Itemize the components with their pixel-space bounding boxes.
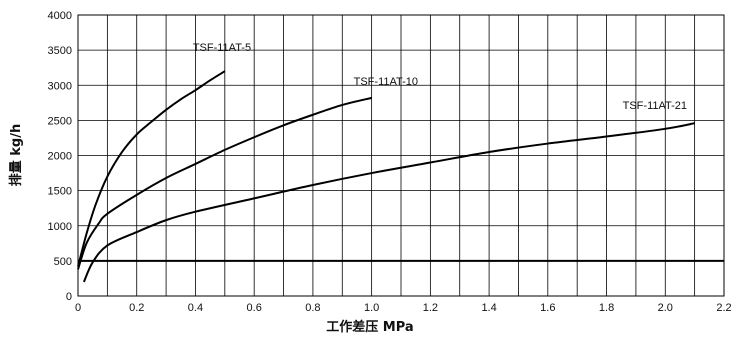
x-tick-label: 0.2: [129, 302, 144, 314]
x-tick-labels: 0 0.2 0.4 0.6 0.8 1.0 1.2 1.4 1.6 1.8 2.0 2.2: [75, 302, 732, 314]
y-tick-label: 1000: [48, 221, 72, 233]
y-tick-label: 500: [54, 256, 72, 268]
x-tick-label: 1.6: [540, 302, 555, 314]
x-tick-label: 1.4: [481, 302, 496, 314]
x-tick-label: 0.6: [247, 302, 262, 314]
y-tick-label: 2000: [48, 151, 72, 163]
x-tick-label: 0.8: [305, 302, 320, 314]
y-tick-label: 3000: [48, 80, 72, 92]
series-labels: TSF-11AT-5 TSF-11AT-10 TSF-11AT-21: [193, 42, 687, 112]
series-label: TSF-11AT-10: [354, 76, 418, 88]
x-axis-title: 工作差压 MPa: [326, 319, 413, 335]
x-tick-label: 0: [75, 302, 81, 314]
series-label: TSF-11AT-21: [623, 100, 687, 112]
y-tick-label: 3500: [48, 45, 72, 57]
x-tick-label: 1.8: [599, 302, 614, 314]
x-tick-label: 0.4: [188, 302, 203, 314]
x-tick-label: 2.0: [658, 302, 673, 314]
x-tick-label: 2.2: [716, 302, 731, 314]
y-tick-label: 4000: [48, 10, 72, 22]
plot-frame: [77, 14, 725, 297]
y-tick-label: 2500: [48, 115, 72, 127]
series-line: [77, 70, 226, 267]
series-lines: [77, 70, 695, 283]
y-axis-title: 排量 kg/h: [8, 124, 24, 186]
series-label: TSF-11AT-5: [193, 42, 251, 54]
series-line: [77, 96, 372, 270]
y-tick-label: 0: [66, 291, 72, 303]
y-tick-label: 1500: [48, 186, 72, 198]
y-tick-labels: 0 500 1000 1500 2000 2500 3000 3500 4000: [48, 10, 72, 303]
grid: [78, 15, 724, 296]
x-tick-label: 1.0: [364, 302, 379, 314]
series-line: [82, 122, 695, 283]
x-tick-label: 1.2: [423, 302, 438, 314]
